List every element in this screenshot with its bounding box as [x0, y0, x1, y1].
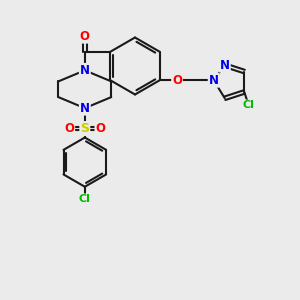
Text: N: N	[220, 59, 230, 72]
Text: O: O	[172, 74, 182, 87]
Text: Cl: Cl	[79, 194, 91, 204]
Text: O: O	[80, 30, 90, 43]
Text: N: N	[80, 64, 90, 77]
Text: N: N	[209, 74, 219, 87]
Text: S: S	[80, 122, 89, 135]
Text: Cl: Cl	[243, 100, 255, 110]
Text: O: O	[64, 122, 74, 135]
Text: N: N	[80, 102, 90, 115]
Text: O: O	[95, 122, 105, 135]
